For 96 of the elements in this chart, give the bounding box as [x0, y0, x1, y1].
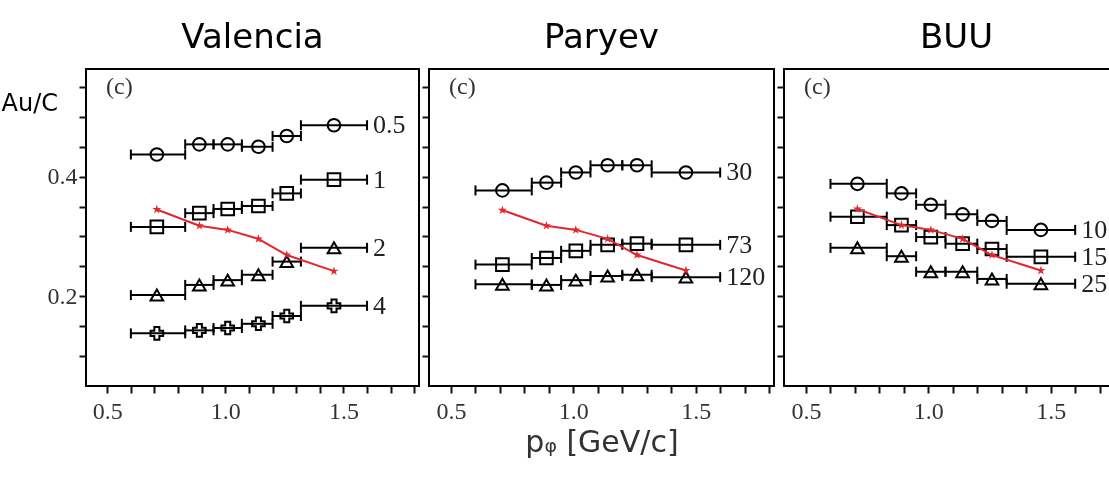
point — [149, 288, 165, 302]
point — [894, 249, 909, 263]
point — [223, 225, 233, 234]
point — [1033, 277, 1049, 291]
point — [568, 165, 584, 180]
series-label: 120 — [726, 262, 766, 292]
point — [955, 207, 970, 222]
point — [955, 265, 970, 279]
point — [251, 268, 266, 282]
point — [850, 176, 865, 192]
point — [497, 205, 507, 214]
series-label: 30 — [726, 157, 753, 187]
point — [326, 298, 342, 314]
point — [220, 273, 236, 287]
point — [678, 270, 694, 284]
point — [923, 265, 939, 279]
point — [1033, 222, 1049, 238]
point — [251, 139, 266, 155]
y-tick-label: 0.2 — [47, 282, 78, 309]
series-label: 10 — [1081, 214, 1108, 244]
point — [926, 225, 936, 234]
x-tick-label: 0.5 — [791, 397, 822, 424]
point — [984, 213, 1000, 229]
y-axis-title: Au/C — [1, 88, 58, 117]
point — [955, 236, 970, 251]
point — [192, 278, 207, 292]
point — [894, 186, 909, 201]
chart-title: Valencia — [181, 16, 324, 56]
point — [220, 137, 236, 152]
point — [600, 237, 615, 253]
point — [600, 269, 615, 283]
point — [192, 137, 207, 152]
point — [539, 250, 554, 266]
annotation: (c) — [804, 73, 831, 99]
point — [152, 204, 162, 214]
x-tick-label: 1.0 — [913, 397, 944, 424]
x-tick-label: 0.5 — [436, 397, 467, 424]
point — [326, 241, 342, 255]
point — [1033, 249, 1049, 265]
x-tick-label: 1.5 — [1036, 397, 1067, 424]
point — [539, 278, 554, 292]
point — [852, 204, 862, 213]
point — [495, 183, 510, 198]
point — [629, 236, 645, 251]
point — [279, 186, 295, 201]
point — [923, 197, 939, 213]
point — [279, 255, 295, 269]
point — [149, 219, 165, 235]
series-label: 2 — [373, 232, 387, 262]
point — [279, 308, 295, 324]
series-label: 0.5 — [373, 110, 406, 140]
point — [568, 273, 584, 287]
point — [923, 229, 939, 245]
y-tick-label: 0.4 — [47, 163, 78, 190]
annotation: (c) — [449, 73, 476, 99]
point — [984, 272, 1000, 286]
point — [220, 201, 236, 217]
x-tick-label: 1.5 — [681, 397, 712, 424]
chart-title: BUU — [919, 16, 994, 56]
point — [326, 117, 342, 133]
point — [495, 277, 510, 291]
x-tick-label: 1.0 — [210, 397, 241, 424]
point — [149, 326, 165, 341]
chart-title: Paryev — [544, 16, 659, 56]
x-tick-label: 0.5 — [92, 397, 123, 424]
point — [192, 323, 207, 338]
point — [251, 316, 266, 332]
point — [326, 172, 342, 187]
x-tick-label: 1.0 — [558, 397, 589, 424]
x-tick-label: 1.5 — [328, 397, 359, 424]
point — [192, 205, 207, 221]
x-axis-title: pᵩ [GeV/c] — [525, 423, 679, 459]
point — [850, 209, 865, 225]
point — [629, 268, 645, 282]
point — [279, 128, 295, 144]
point — [600, 157, 615, 173]
point — [149, 147, 165, 162]
series-label: 4 — [373, 290, 387, 320]
point — [894, 217, 909, 233]
annotation: (c) — [106, 73, 133, 99]
point — [251, 198, 266, 214]
point — [984, 241, 1000, 257]
series-label: 25 — [1081, 268, 1108, 298]
series-label: 15 — [1081, 241, 1108, 271]
point — [629, 157, 645, 173]
series-label: 1 — [373, 164, 387, 194]
point — [571, 225, 581, 234]
point — [539, 175, 554, 190]
series-label: 73 — [726, 229, 753, 259]
point — [678, 165, 694, 180]
point — [568, 243, 584, 259]
point — [495, 257, 510, 272]
point — [220, 320, 236, 336]
point — [678, 237, 694, 253]
point — [850, 241, 865, 255]
point — [603, 234, 613, 243]
